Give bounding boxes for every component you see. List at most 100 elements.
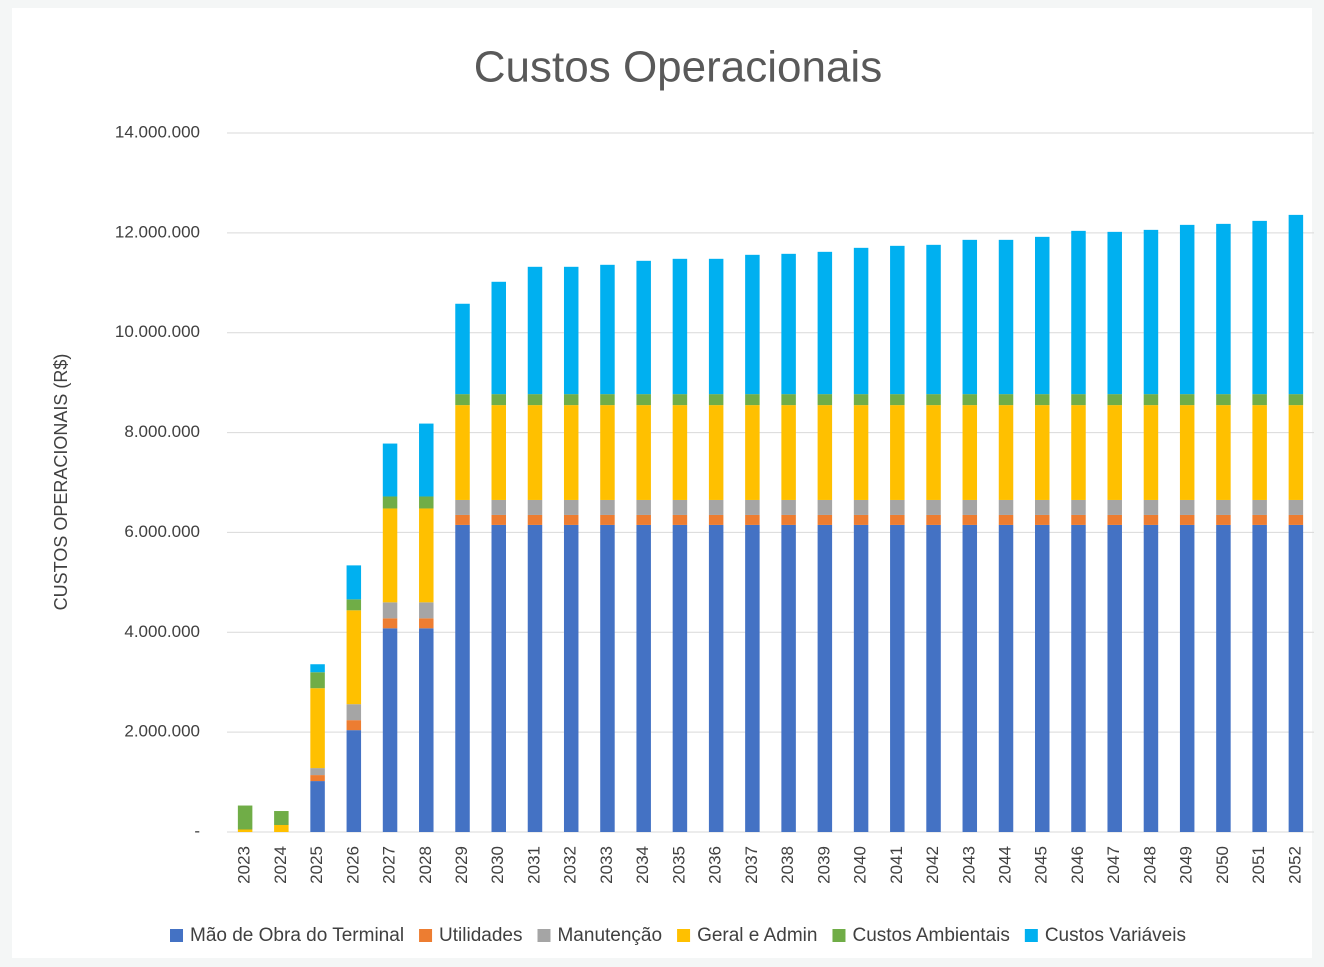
- bar-segment: [636, 394, 651, 406]
- bar-segment: [1288, 524, 1304, 832]
- bar-segment: [1143, 405, 1159, 500]
- bar-segment: [853, 247, 869, 395]
- bar-segment: [781, 524, 796, 832]
- bar-segment: [1107, 394, 1122, 406]
- bar-segment: [419, 618, 434, 629]
- bar-segment: [1252, 499, 1267, 515]
- bar-segment: [563, 514, 579, 525]
- bar-segment: [1216, 524, 1231, 832]
- legend-label: Custos Ambientais: [852, 925, 1009, 946]
- bar-segment: [962, 394, 978, 406]
- bar-segment: [1288, 499, 1304, 515]
- bar-segment: [1179, 524, 1195, 832]
- bar-segment: [1179, 224, 1195, 395]
- bar-segment: [1252, 514, 1267, 525]
- bar-segment: [1216, 394, 1231, 406]
- y-tick-label: 14.000.000: [115, 122, 200, 141]
- bar-segment: [781, 514, 796, 525]
- bar-segment: [672, 394, 688, 406]
- bar-segment: [890, 514, 905, 525]
- bar-segment: [382, 508, 398, 603]
- bar-segment: [1035, 524, 1050, 832]
- bar-segment: [310, 664, 325, 673]
- bar-segment: [310, 781, 325, 832]
- bar-segment: [491, 281, 506, 395]
- bar-segment: [1252, 524, 1267, 832]
- bar-segment: [672, 514, 688, 525]
- bar-segment: [998, 394, 1014, 406]
- x-tick-label: 2041: [887, 846, 906, 884]
- bar-segment: [1035, 394, 1050, 406]
- bar-segment: [781, 394, 796, 406]
- x-tick-label: 2027: [380, 846, 399, 884]
- x-tick-label: 2036: [706, 846, 725, 884]
- bar-segment: [817, 394, 833, 406]
- bar-segment: [382, 618, 398, 629]
- bar-segment: [962, 405, 978, 500]
- x-tick-label: 2023: [235, 846, 254, 884]
- x-tick-label: 2051: [1249, 846, 1268, 884]
- bar-segment: [926, 244, 941, 395]
- bar-segment: [1143, 229, 1159, 395]
- bar-segment: [745, 254, 760, 395]
- bar-segment: [781, 499, 796, 515]
- y-axis-label: CUSTOS OPERACIONAIS (R$): [51, 354, 71, 611]
- x-tick-label: 2034: [633, 846, 652, 884]
- bar-segment: [237, 829, 253, 832]
- bar-segment: [926, 405, 941, 500]
- x-tick-label: 2037: [742, 846, 761, 884]
- bar-segment: [455, 499, 470, 515]
- bar-segment: [672, 258, 688, 395]
- legend-label: Custos Variáveis: [1045, 925, 1186, 946]
- chart-title: Custos Operacionais: [474, 43, 882, 92]
- bar-segment: [346, 720, 362, 731]
- bar-segment: [527, 394, 543, 406]
- bar-segment: [310, 688, 325, 769]
- bar-segment: [600, 394, 615, 406]
- bar-segment: [310, 768, 325, 776]
- bar-segment: [455, 524, 470, 832]
- bar-segment: [745, 524, 760, 832]
- bar-segment: [817, 405, 833, 500]
- bar-segment: [419, 508, 434, 603]
- bar-segment: [781, 253, 796, 395]
- bar-segment: [1143, 394, 1159, 406]
- bar-segment: [745, 394, 760, 406]
- x-tick-label: 2025: [307, 846, 326, 884]
- x-tick-label: 2048: [1140, 846, 1159, 884]
- bar-segment: [926, 394, 941, 406]
- bar-segment: [563, 394, 579, 406]
- bar-segment: [563, 266, 579, 395]
- bar-segment: [1035, 514, 1050, 525]
- bar-segment: [600, 524, 615, 832]
- bar-segment: [708, 514, 724, 525]
- bar-segment: [962, 239, 978, 395]
- bar-segment: [781, 405, 796, 500]
- x-tick-label: 2045: [1032, 846, 1051, 884]
- bar-segment: [419, 423, 434, 497]
- bar-segment: [382, 602, 398, 619]
- x-tick-label: 2024: [271, 846, 290, 884]
- bar-segment: [382, 628, 398, 832]
- bar-segment: [1143, 524, 1159, 832]
- bar-segment: [672, 499, 688, 515]
- bar-segment: [346, 565, 362, 600]
- bar-segment: [346, 599, 362, 611]
- bar-segment: [708, 499, 724, 515]
- bar-segment: [346, 730, 362, 832]
- bar-segment: [237, 805, 253, 830]
- x-tick-label: 2039: [814, 846, 833, 884]
- bar-segment: [600, 405, 615, 500]
- bar-segment: [672, 405, 688, 500]
- x-tick-label: 2028: [416, 846, 435, 884]
- bar-segment: [1071, 514, 1086, 525]
- bar-segment: [1252, 220, 1267, 395]
- x-tick-label: 2032: [561, 846, 580, 884]
- bar-segment: [853, 405, 869, 500]
- legend-swatch: [677, 929, 691, 942]
- bar-segment: [1179, 514, 1195, 525]
- bar-segment: [491, 394, 506, 406]
- legend-swatch: [419, 929, 433, 942]
- bar-segment: [708, 394, 724, 406]
